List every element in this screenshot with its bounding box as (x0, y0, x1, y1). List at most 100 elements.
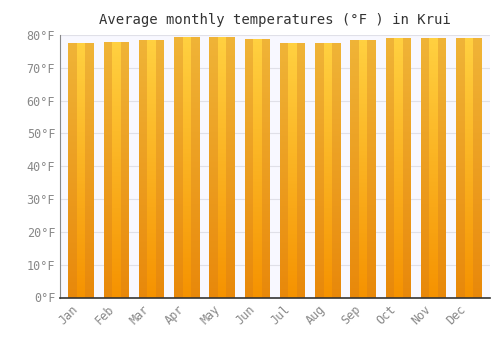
Bar (359, 251, 368, 252)
Bar (394, 240, 402, 241)
Bar (182, 208, 191, 209)
Bar (438, 281, 446, 282)
Bar (68, 108, 77, 109)
Bar (68, 237, 77, 238)
Bar (174, 285, 182, 286)
Bar (464, 38, 473, 40)
Bar (473, 250, 482, 251)
Bar (86, 225, 94, 226)
Bar (112, 112, 120, 113)
Bar (386, 74, 394, 75)
Bar (112, 248, 120, 249)
Bar (350, 59, 359, 61)
Bar (182, 60, 191, 61)
Bar (174, 226, 182, 227)
Bar (182, 123, 191, 124)
Bar (210, 239, 218, 240)
Bar (191, 288, 200, 290)
Bar (368, 89, 376, 90)
Bar (430, 260, 438, 261)
Bar (456, 176, 464, 177)
Bar (112, 243, 120, 244)
Bar (394, 196, 402, 197)
Bar (210, 198, 218, 200)
Bar (139, 81, 147, 82)
Bar (191, 204, 200, 205)
Bar (280, 114, 288, 116)
Bar (253, 60, 262, 61)
Bar (359, 144, 368, 146)
Bar (315, 101, 324, 103)
Bar (456, 277, 464, 278)
Bar (402, 104, 411, 105)
Bar (297, 133, 306, 135)
Bar (456, 190, 464, 191)
Bar (456, 165, 464, 167)
Bar (244, 158, 253, 159)
Bar (464, 291, 473, 292)
Bar (77, 220, 86, 221)
Bar (350, 122, 359, 124)
Bar (253, 84, 262, 85)
Bar (280, 221, 288, 223)
Bar (210, 270, 218, 271)
Bar (244, 248, 253, 250)
Bar (104, 76, 112, 78)
Bar (288, 244, 297, 245)
Bar (86, 109, 94, 111)
Bar (262, 97, 270, 98)
Bar (332, 110, 340, 111)
Bar (368, 252, 376, 254)
Bar (191, 104, 200, 106)
Bar (210, 180, 218, 181)
Bar (77, 273, 86, 275)
Bar (86, 270, 94, 271)
Bar (350, 67, 359, 68)
Bar (280, 168, 288, 169)
Bar (280, 123, 288, 125)
Bar (464, 110, 473, 111)
Bar (297, 141, 306, 142)
Bar (386, 122, 394, 124)
Bar (456, 292, 464, 294)
Bar (394, 294, 402, 295)
Bar (315, 139, 324, 141)
Bar (182, 170, 191, 171)
Bar (280, 174, 288, 175)
Bar (112, 216, 120, 217)
Bar (456, 194, 464, 195)
Bar (112, 232, 120, 233)
Bar (464, 242, 473, 243)
Bar (77, 66, 86, 67)
Bar (210, 47, 218, 48)
Bar (280, 197, 288, 198)
Bar (182, 279, 191, 281)
Bar (464, 279, 473, 281)
Bar (218, 141, 226, 142)
Bar (253, 107, 262, 109)
Bar (368, 54, 376, 55)
Bar (464, 261, 473, 262)
Bar (77, 88, 86, 89)
Bar (112, 175, 120, 176)
Bar (244, 74, 253, 75)
Bar (402, 229, 411, 230)
Bar (297, 147, 306, 149)
Bar (350, 294, 359, 295)
Bar (350, 77, 359, 78)
Bar (77, 217, 86, 219)
Bar (210, 275, 218, 276)
Bar (120, 290, 129, 291)
Bar (226, 60, 235, 61)
Bar (350, 281, 359, 282)
Bar (77, 135, 86, 136)
Bar (288, 102, 297, 103)
Bar (86, 136, 94, 137)
Bar (359, 215, 368, 216)
Bar (112, 281, 120, 282)
Bar (359, 182, 368, 183)
Bar (139, 251, 147, 252)
Bar (368, 245, 376, 246)
Bar (226, 141, 235, 142)
Bar (86, 118, 94, 119)
